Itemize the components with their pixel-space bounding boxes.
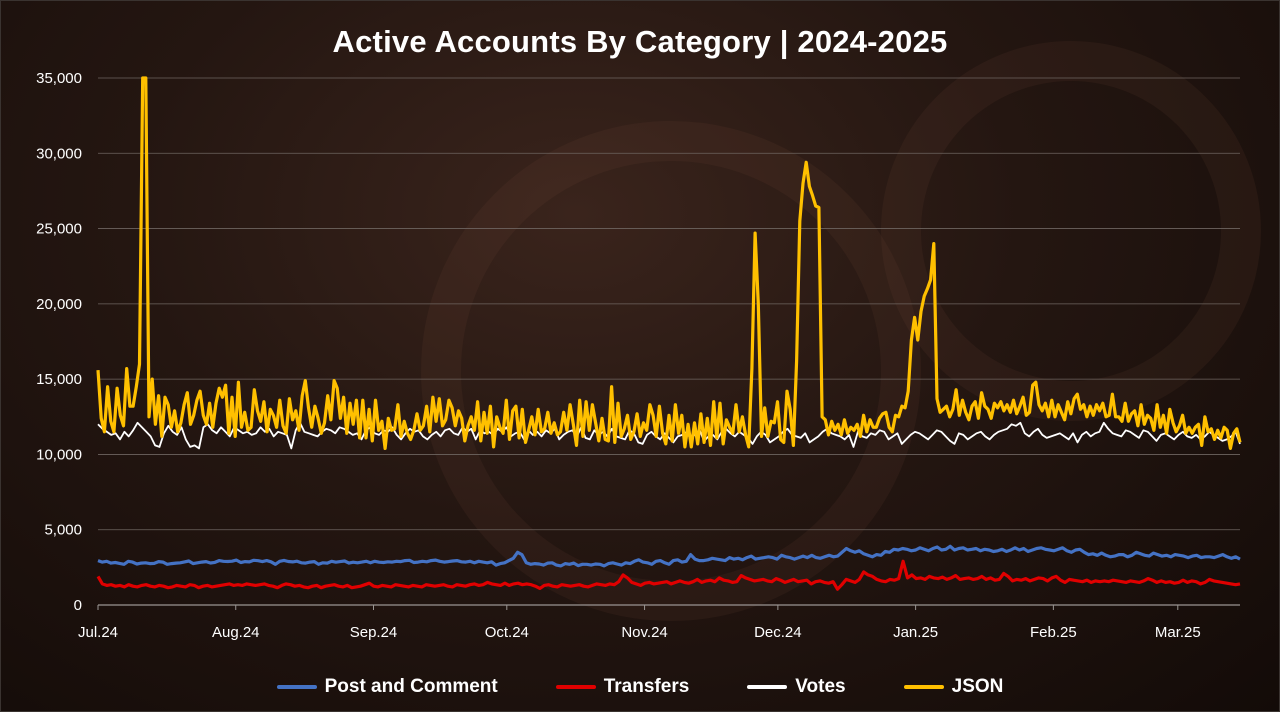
- series-line-transfers: [96, 559, 1241, 591]
- legend-swatch: [555, 685, 596, 689]
- x-tick-label: Feb.25: [1030, 624, 1077, 641]
- x-tick-label: Jan.25: [893, 624, 938, 641]
- legend-swatch: [276, 685, 317, 689]
- y-tick-label: 15,000: [36, 371, 82, 388]
- y-tick-label: 35,000: [36, 70, 82, 87]
- y-tick-label: 10,000: [36, 446, 82, 463]
- x-tick-label: Sep.24: [350, 624, 398, 641]
- x-tick-label: Aug.24: [212, 624, 260, 641]
- series-lines: [96, 76, 1242, 591]
- legend-swatch: [747, 685, 788, 689]
- gridlines: [98, 77, 1240, 606]
- legend-item: JSON: [903, 676, 1004, 698]
- legend-label: JSON: [951, 676, 1004, 697]
- legend-item: Votes: [747, 676, 846, 698]
- x-tick-label: Mar.25: [1155, 624, 1201, 641]
- x-tick-label: Nov.24: [621, 624, 667, 641]
- legend-label: Transfers: [603, 676, 690, 697]
- y-tick-label: 5,000: [44, 522, 82, 539]
- y-tick-label: 25,000: [36, 221, 82, 238]
- series-line-post-and-comment: [97, 544, 1241, 568]
- chart-title: Active Accounts By Category | 2024-2025: [332, 24, 948, 59]
- legend-item: Post and Comment: [276, 676, 498, 698]
- legend-label: Votes: [795, 676, 846, 697]
- y-tick-label: 30,000: [36, 145, 82, 162]
- legend-item: Transfers: [555, 676, 690, 698]
- legend-label: Post and Comment: [324, 676, 498, 697]
- legend: Post and Comment Transfers Votes JSON: [0, 676, 1280, 698]
- y-tick-label: 0: [74, 597, 82, 614]
- legend-swatch: [903, 685, 944, 689]
- x-tick-label: Dec.24: [754, 624, 802, 641]
- series-line-votes: [97, 421, 1241, 450]
- x-axis-ticks: Jul.24 Aug.24 Sep.24 Oct.24 Nov.24 Dec.24 Jan.…: [78, 605, 1201, 641]
- y-tick-label: 20,000: [36, 296, 82, 313]
- x-tick-label: Jul.24: [78, 624, 118, 641]
- x-tick-label: Oct.24: [485, 624, 529, 641]
- y-axis-ticks: 0 5,000 10,000 15,000 20,000 25,000 30,000 35,0…: [36, 70, 82, 614]
- series-line-json: [96, 76, 1242, 450]
